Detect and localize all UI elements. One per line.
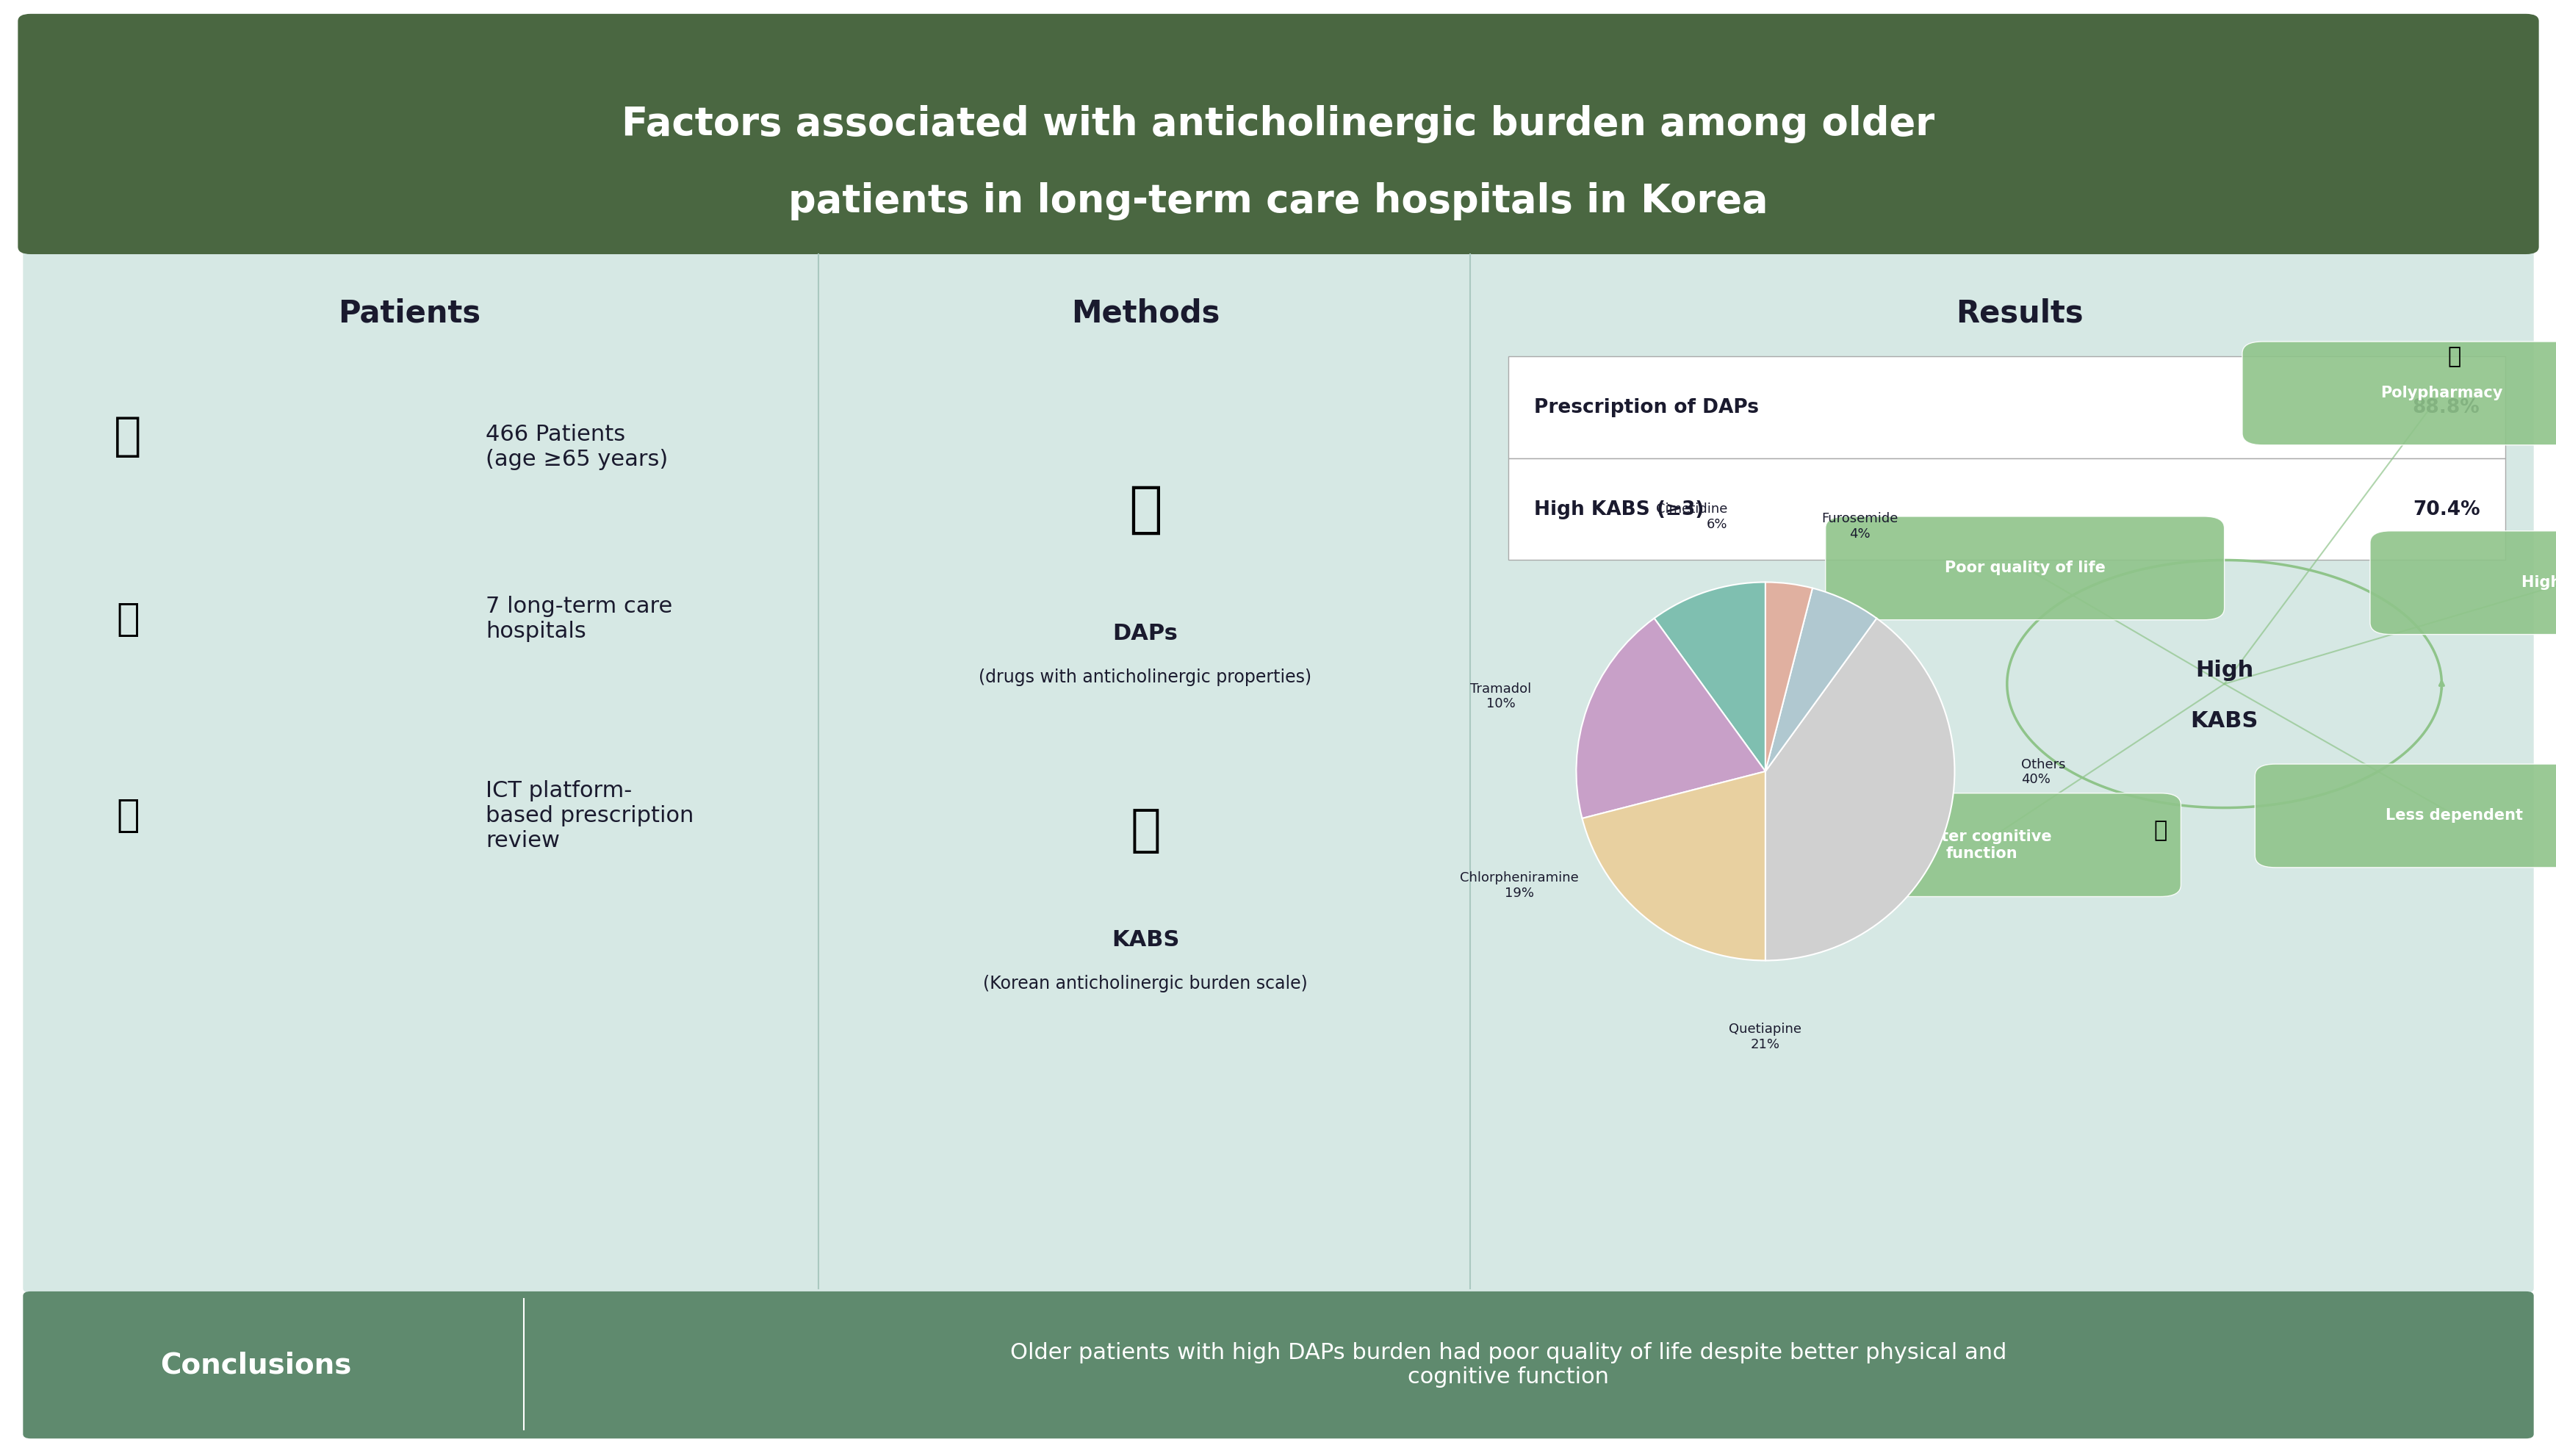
Text: 🏥: 🏥 xyxy=(115,600,141,638)
Text: Quetiapine
21%: Quetiapine 21% xyxy=(1728,1022,1802,1051)
Text: patients in long-term care hospitals in Korea: patients in long-term care hospitals in … xyxy=(787,182,1769,220)
Text: 88.8%: 88.8% xyxy=(2413,397,2479,418)
Text: High: High xyxy=(2196,660,2252,680)
Text: 💊: 💊 xyxy=(2446,347,2461,367)
Wedge shape xyxy=(1654,582,1764,772)
FancyBboxPatch shape xyxy=(2369,531,2556,635)
Text: (drugs with anticholinergic properties): (drugs with anticholinergic properties) xyxy=(979,668,1311,686)
Wedge shape xyxy=(1577,619,1764,818)
FancyBboxPatch shape xyxy=(2242,342,2556,446)
Text: Conclusions: Conclusions xyxy=(161,1350,350,1379)
Wedge shape xyxy=(1582,772,1764,961)
FancyBboxPatch shape xyxy=(1782,794,2180,897)
Text: Factors associated with anticholinergic burden among older: Factors associated with anticholinergic … xyxy=(621,105,1935,143)
Text: Polypharmacy: Polypharmacy xyxy=(2380,386,2502,400)
Text: Better cognitive
function: Better cognitive function xyxy=(1912,828,2050,860)
Text: Patients: Patients xyxy=(337,297,481,329)
Text: Tramadol
10%: Tramadol 10% xyxy=(1470,681,1531,711)
Text: ICT platform-
based prescription
review: ICT platform- based prescription review xyxy=(486,780,693,850)
Text: Prescription of DAPs: Prescription of DAPs xyxy=(1534,397,1759,418)
Wedge shape xyxy=(1764,619,1953,961)
Text: Methods: Methods xyxy=(1071,297,1219,329)
Text: Higher BMI: Higher BMI xyxy=(2520,575,2556,590)
Text: Furosemide
4%: Furosemide 4% xyxy=(1822,511,1897,540)
FancyBboxPatch shape xyxy=(23,1291,2533,1439)
Wedge shape xyxy=(1764,582,1812,772)
Text: KABS: KABS xyxy=(2190,711,2257,731)
Text: Results: Results xyxy=(1955,297,2083,329)
FancyBboxPatch shape xyxy=(2254,764,2556,868)
FancyBboxPatch shape xyxy=(1508,459,2505,561)
Text: Cimetidine
6%: Cimetidine 6% xyxy=(1656,502,1728,530)
Text: Older patients with high DAPs burden had poor quality of life despite better phy: Older patients with high DAPs burden had… xyxy=(1010,1341,2006,1388)
Text: KABS: KABS xyxy=(1112,929,1178,949)
Text: High KABS (≥3): High KABS (≥3) xyxy=(1534,499,1702,520)
Wedge shape xyxy=(1764,588,1876,772)
FancyBboxPatch shape xyxy=(18,15,2538,255)
FancyBboxPatch shape xyxy=(1825,517,2224,620)
FancyBboxPatch shape xyxy=(23,250,2533,1293)
Text: (Korean anticholinergic burden scale): (Korean anticholinergic burden scale) xyxy=(984,974,1306,992)
Text: 466 Patients
(age ≥65 years): 466 Patients (age ≥65 years) xyxy=(486,424,667,470)
Text: Others
40%: Others 40% xyxy=(2019,757,2065,786)
Text: 🤔: 🤔 xyxy=(1130,805,1160,855)
Text: Less dependent: Less dependent xyxy=(2385,808,2523,823)
Text: 💊: 💊 xyxy=(1127,482,1163,537)
Text: DAPs: DAPs xyxy=(1112,623,1178,644)
FancyBboxPatch shape xyxy=(1508,357,2505,459)
Text: 📋: 📋 xyxy=(115,796,141,834)
Text: 🧠: 🧠 xyxy=(2152,820,2167,840)
Text: 👥: 👥 xyxy=(115,415,141,459)
Text: 7 long-term care
hospitals: 7 long-term care hospitals xyxy=(486,596,672,642)
Text: 70.4%: 70.4% xyxy=(2413,499,2479,520)
Text: Chlorpheniramine
19%: Chlorpheniramine 19% xyxy=(1459,871,1580,900)
Text: Poor quality of life: Poor quality of life xyxy=(1945,561,2104,575)
